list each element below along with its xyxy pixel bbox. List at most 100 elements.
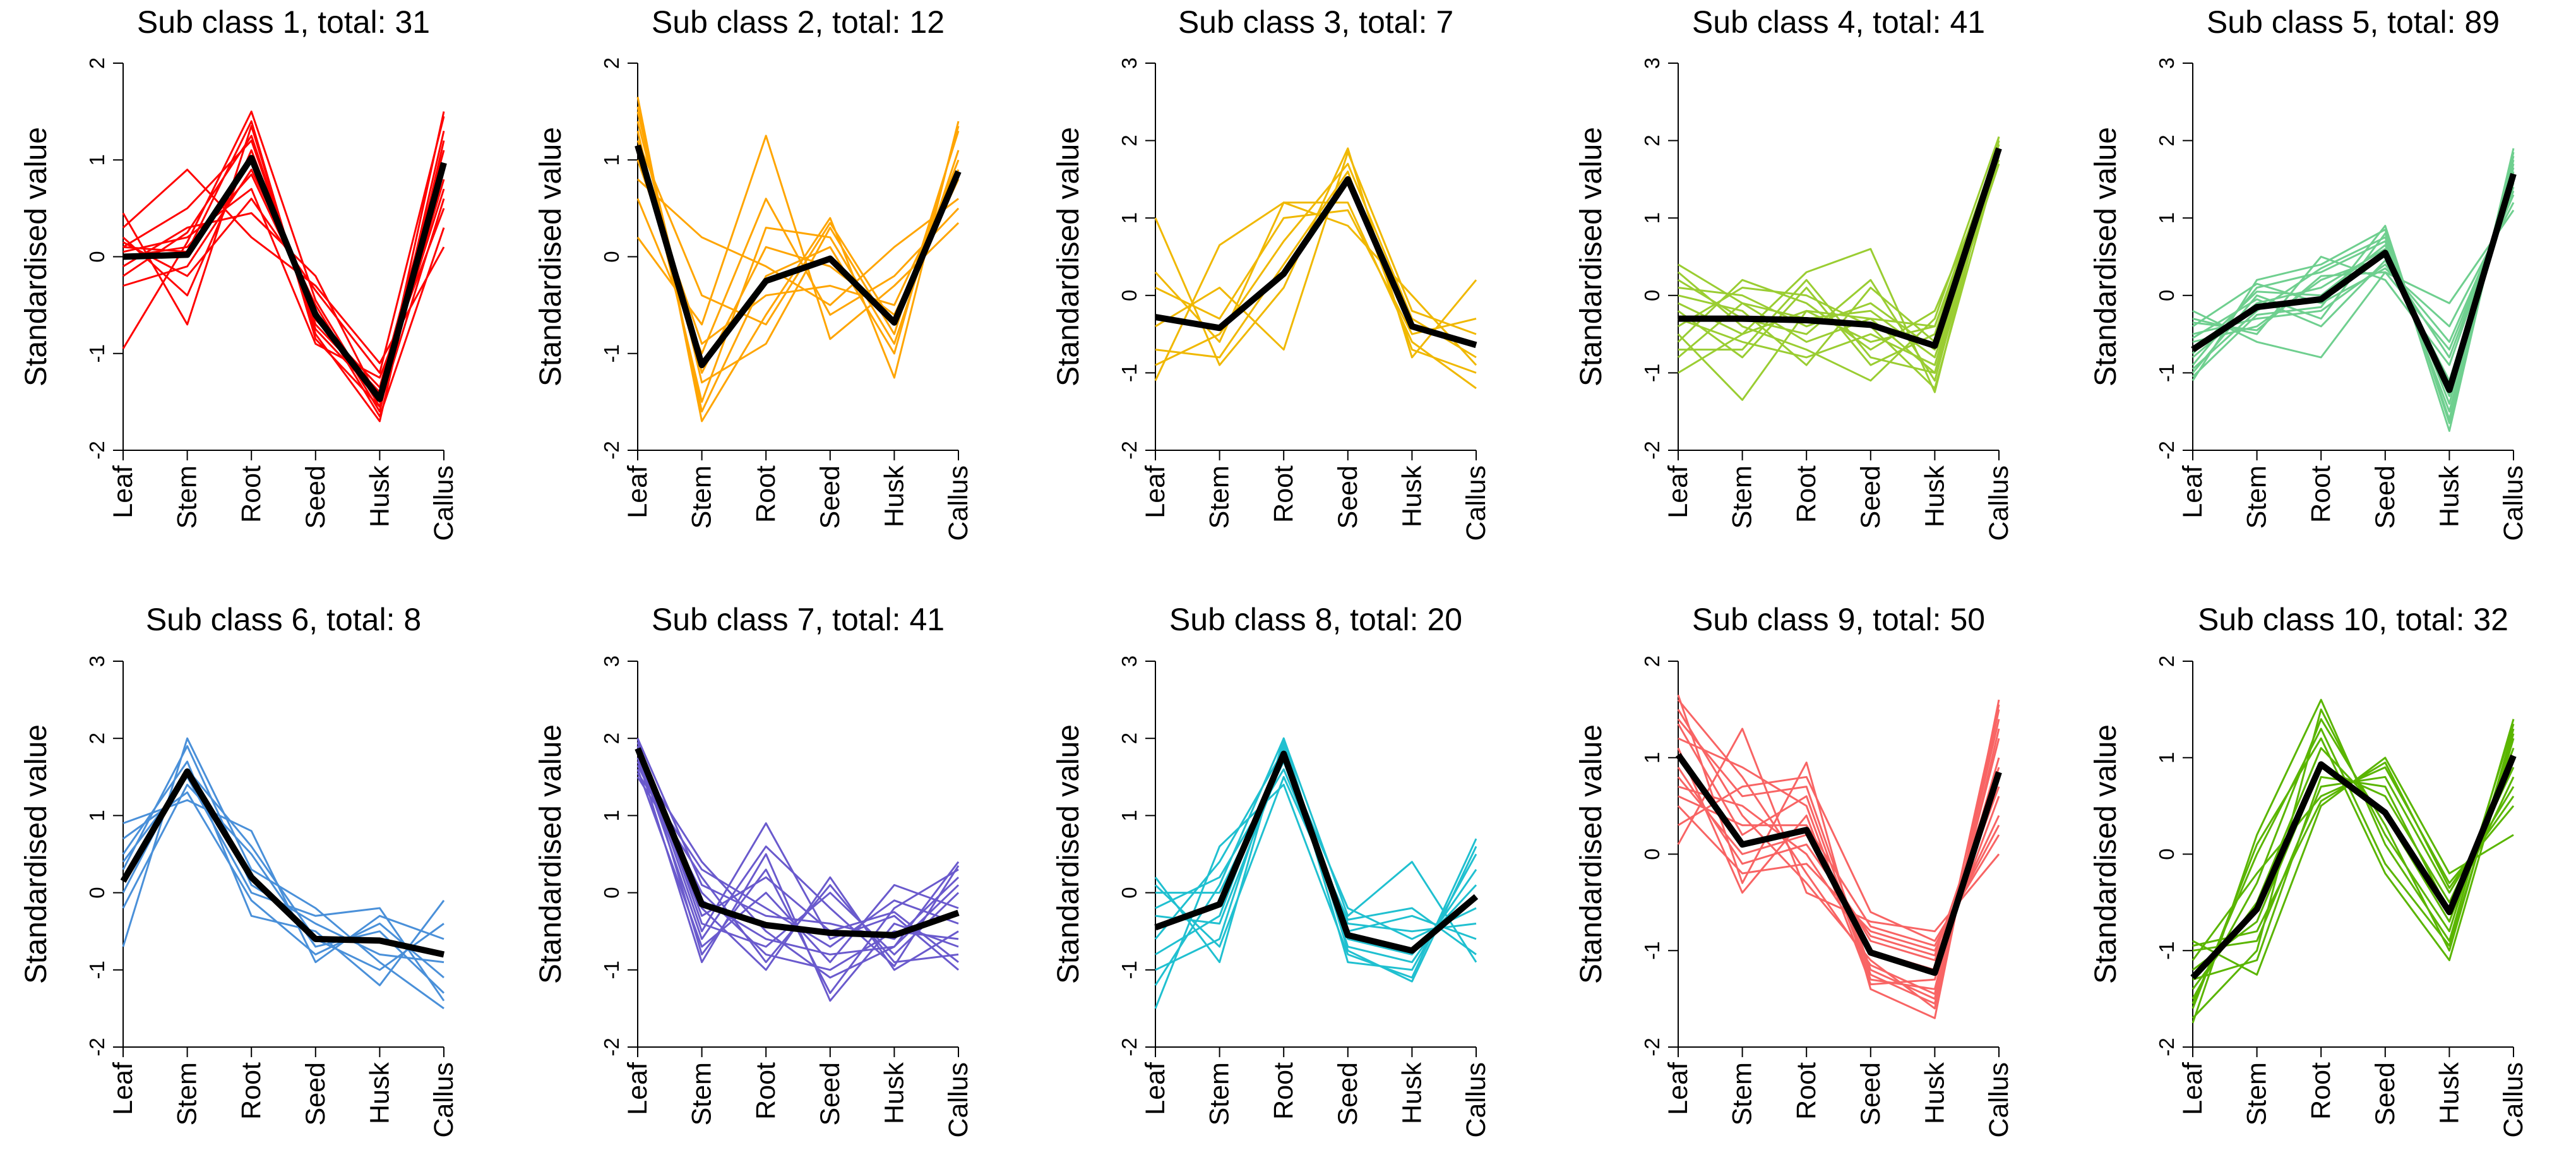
x-tick-label: Husk bbox=[1397, 465, 1427, 527]
profile-line bbox=[636, 135, 960, 340]
x-tick-label: Root bbox=[1268, 1062, 1299, 1120]
y-tick-label: -1 bbox=[600, 961, 623, 979]
profile-line bbox=[636, 745, 959, 971]
y-axis-label: Standardised value bbox=[1052, 127, 1085, 386]
profile-line bbox=[1677, 699, 2000, 995]
y-tick-label: 0 bbox=[1118, 290, 1141, 301]
x-tick-label: Stem bbox=[687, 465, 717, 529]
y-tick-label: 2 bbox=[1118, 135, 1141, 146]
x-tick-label: Root bbox=[1791, 465, 1822, 523]
x-tick-label: Seed bbox=[1333, 465, 1363, 529]
profile-line bbox=[122, 111, 445, 408]
x-tick-label: Seed bbox=[301, 465, 331, 529]
profile-line bbox=[1154, 784, 1477, 1009]
x-tick-label: Root bbox=[236, 1062, 266, 1120]
profile-line bbox=[122, 791, 444, 979]
x-tick-label: Leaf bbox=[108, 1062, 138, 1115]
y-tick-label: -2 bbox=[1640, 1038, 1664, 1056]
x-tick-label: Callus bbox=[429, 465, 459, 541]
chart-panel-5: Sub class 5, total: 89 -2 -1 0 1 2 3 Standardis… bbox=[2089, 4, 2529, 541]
profile-line bbox=[1678, 155, 2000, 390]
y-axis-label: Standardised value bbox=[1575, 724, 1608, 984]
chart-panel-6: Sub class 6, total: 8 -2 -1 0 1 2 3 Standardise… bbox=[20, 602, 459, 1138]
y-tick-label: 0 bbox=[1640, 290, 1664, 301]
mean-profile-line bbox=[1154, 750, 1479, 954]
x-tick-label: Root bbox=[751, 465, 781, 523]
x-tick-label: Callus bbox=[943, 465, 974, 541]
y-tick-label: 2 bbox=[600, 57, 623, 69]
profile-line bbox=[636, 745, 959, 963]
chart-title: Sub class 10, total: 32 bbox=[2198, 602, 2508, 637]
chart-title: Sub class 3, total: 7 bbox=[1178, 4, 1453, 40]
y-tick-label: -2 bbox=[600, 1038, 623, 1056]
y-axis-label: Standardised value bbox=[534, 127, 568, 386]
profile-line bbox=[1155, 162, 1477, 366]
x-tick-label: Callus bbox=[429, 1062, 459, 1138]
x-tick-label: Seed bbox=[1856, 465, 1886, 529]
chart-title: Sub class 1, total: 31 bbox=[137, 4, 430, 40]
profile-line bbox=[636, 106, 960, 413]
y-tick-label: -1 bbox=[1640, 942, 1664, 960]
profile-line bbox=[122, 169, 445, 364]
y-tick-label: 1 bbox=[1640, 752, 1664, 764]
y-tick-label: -1 bbox=[1118, 364, 1141, 382]
profile-line bbox=[1678, 140, 2000, 374]
y-tick-label: -2 bbox=[85, 1038, 109, 1056]
y-axis-label: Standardised value bbox=[2089, 724, 2123, 984]
x-tick-label: Husk bbox=[879, 1062, 909, 1124]
x-tick-label: Leaf bbox=[2178, 1062, 2208, 1115]
y-tick-label: -2 bbox=[600, 441, 623, 459]
y-tick-label: -1 bbox=[1118, 961, 1141, 979]
profile-line bbox=[1677, 747, 2000, 986]
profile-line bbox=[1677, 728, 2000, 933]
profile-line bbox=[636, 753, 960, 967]
x-tick-label: Husk bbox=[2434, 1062, 2464, 1124]
x-tick-label: Callus bbox=[1461, 465, 1491, 541]
y-tick-label: -2 bbox=[1640, 441, 1664, 459]
x-tick-label: Leaf bbox=[108, 465, 138, 518]
profile-line bbox=[1678, 144, 2000, 335]
profile-line bbox=[2191, 148, 2515, 424]
y-tick-label: -2 bbox=[2155, 441, 2178, 459]
x-tick-label: Seed bbox=[815, 1062, 845, 1125]
profile-line bbox=[1678, 152, 2000, 366]
mean-profile-line bbox=[1675, 753, 2002, 976]
chart-panel-10: Sub class 10, total: 32 -2 -1 0 1 2 Standardis… bbox=[2089, 602, 2529, 1138]
x-tick-label: Husk bbox=[879, 465, 909, 527]
x-tick-label: Husk bbox=[2434, 465, 2464, 527]
profile-line bbox=[2192, 186, 2515, 359]
chart-title: Sub class 7, total: 41 bbox=[652, 602, 945, 637]
chart-panel-9: Sub class 9, total: 50 -2 -1 0 1 2 Standardise… bbox=[1575, 602, 2014, 1138]
x-tick-label: Root bbox=[2306, 1062, 2336, 1120]
x-tick-label: Seed bbox=[301, 1062, 331, 1125]
profile-line bbox=[2191, 152, 2515, 432]
x-tick-label: Root bbox=[236, 465, 266, 523]
y-tick-label: 1 bbox=[600, 154, 623, 165]
x-tick-label: Stem bbox=[172, 465, 203, 529]
profile-line bbox=[1154, 737, 1477, 986]
profile-line bbox=[1155, 171, 1477, 374]
x-tick-label: Stem bbox=[2242, 465, 2272, 529]
x-tick-label: Stem bbox=[1205, 465, 1235, 529]
y-tick-label: 2 bbox=[85, 57, 109, 69]
profile-line bbox=[1154, 737, 1477, 964]
profile-line bbox=[2192, 761, 2515, 947]
profile-line bbox=[636, 178, 959, 306]
y-tick-label: 3 bbox=[1640, 57, 1664, 69]
x-tick-label: Leaf bbox=[1663, 465, 1693, 518]
y-tick-label: 2 bbox=[85, 733, 109, 744]
x-tick-label: Root bbox=[751, 1062, 781, 1120]
chart-title: Sub class 9, total: 50 bbox=[1692, 602, 1985, 637]
x-tick-label: Callus bbox=[1984, 465, 2014, 541]
mean-profile-line bbox=[2190, 754, 2517, 980]
y-tick-label: 0 bbox=[1640, 848, 1664, 860]
x-tick-label: Husk bbox=[364, 1062, 395, 1124]
y-tick-label: 2 bbox=[2155, 656, 2178, 667]
y-tick-label: 1 bbox=[85, 810, 109, 821]
profile-line bbox=[2191, 708, 2515, 1019]
x-tick-label: Leaf bbox=[2178, 465, 2208, 518]
y-tick-label: 1 bbox=[1118, 212, 1141, 224]
y-tick-label: -1 bbox=[1640, 364, 1664, 382]
y-axis-label: Standardised value bbox=[20, 127, 53, 386]
x-tick-label: Stem bbox=[1727, 465, 1758, 529]
